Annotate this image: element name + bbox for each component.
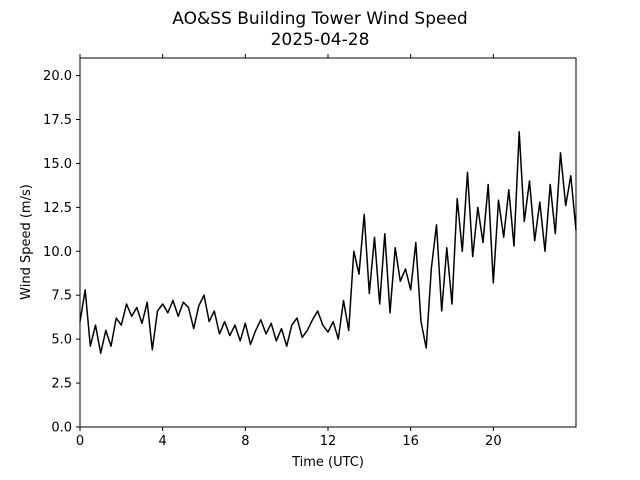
- series-line: [79, 131, 577, 354]
- x-tick-label: 16: [402, 434, 419, 449]
- plot-frame: [79, 57, 577, 428]
- chart-subtitle: 2025-04-28: [271, 30, 370, 50]
- x-tick-label: 8: [241, 434, 249, 449]
- y-tick-label: 15.0: [43, 157, 72, 172]
- x-tick-label: 0: [76, 434, 84, 449]
- x-axis-label: Time (UTC): [291, 455, 364, 470]
- y-axis-label: Wind Speed (m/s): [19, 184, 34, 300]
- y-tick-label: 0.0: [51, 421, 72, 436]
- y-tick-label: 10.0: [43, 245, 72, 260]
- axis-ticks: 0 4 8 12 16 20 0.0 2.5 5.0 7.5 10.0 12.5 15.0 17.5 20.…: [43, 54, 502, 449]
- y-tick-label: 20.0: [43, 69, 72, 84]
- y-tick-label: 7.5: [51, 289, 72, 304]
- y-tick-label: 5.0: [51, 333, 72, 348]
- x-tick-label: 20: [485, 434, 502, 449]
- y-tick-label: 12.5: [43, 201, 72, 216]
- y-tick-label: 2.5: [51, 377, 72, 392]
- x-tick-label: 12: [320, 434, 337, 449]
- y-tick-label: 17.5: [43, 113, 72, 128]
- chart-title: AO&SS Building Tower Wind Speed: [172, 9, 467, 29]
- x-tick-label: 4: [159, 434, 167, 449]
- data-series: [79, 131, 577, 354]
